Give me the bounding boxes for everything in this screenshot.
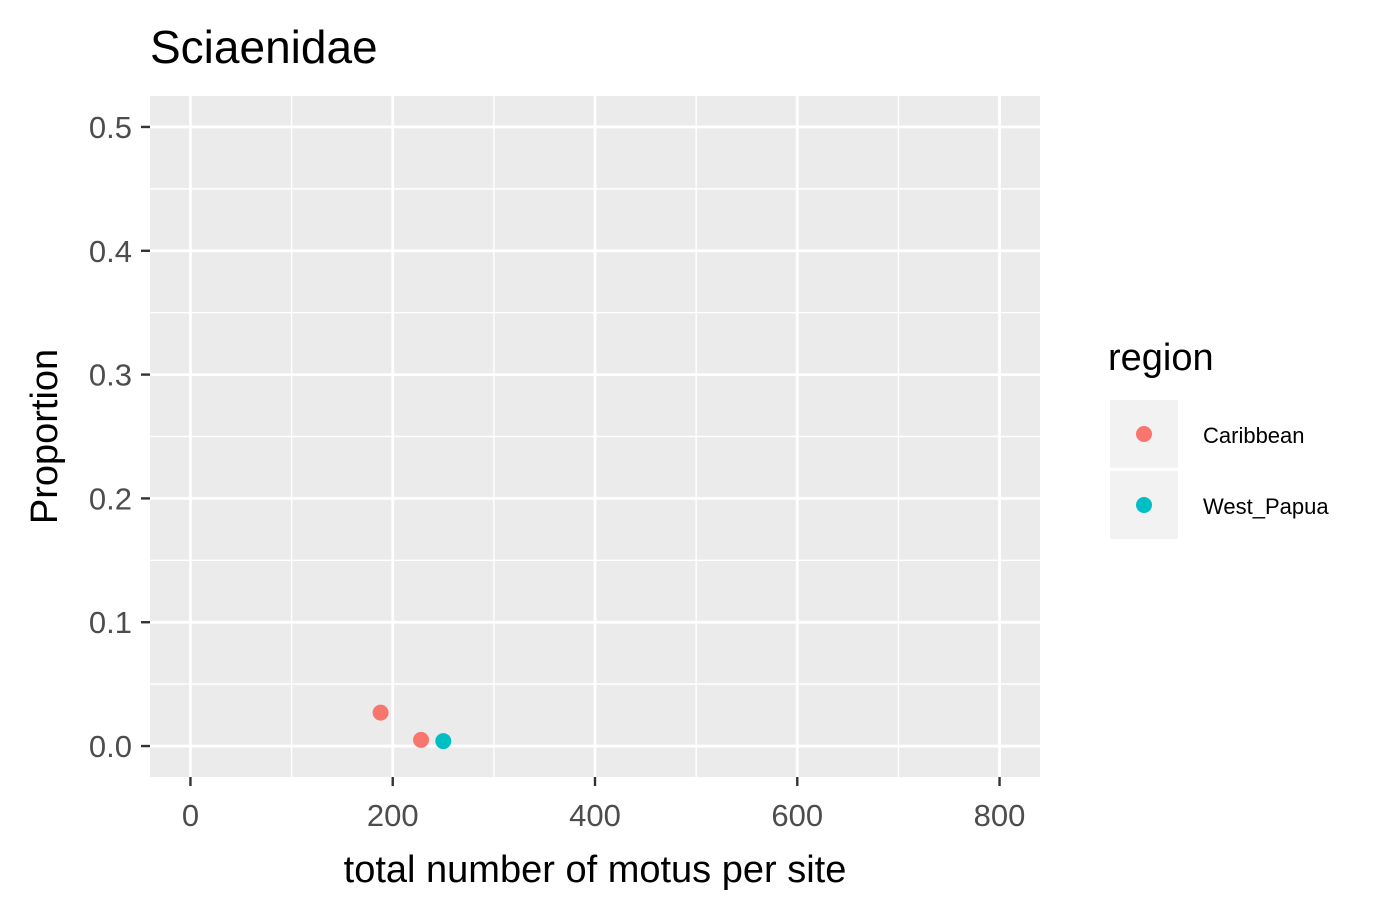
data-point <box>413 731 430 748</box>
legend-label: West_Papua <box>1203 494 1329 519</box>
x-tick-label: 600 <box>771 798 823 833</box>
y-tick-label: 0.4 <box>89 234 132 269</box>
y-axis-label: Proportion <box>24 349 66 524</box>
x-tick-label: 800 <box>974 798 1026 833</box>
legend-marker <box>1136 497 1152 513</box>
x-tick-label: 200 <box>367 798 419 833</box>
legend-label: Caribbean <box>1203 423 1305 448</box>
y-tick-label: 0.2 <box>89 481 132 516</box>
x-axis: 0 200 400 600 800 <box>182 777 1026 833</box>
data-point <box>372 704 389 721</box>
y-tick-label: 0.0 <box>89 729 132 764</box>
y-tick-label: 0.5 <box>89 110 132 145</box>
legend-items: Caribbean West_Papua <box>1110 400 1329 539</box>
grid-major <box>150 96 1040 777</box>
legend: region Caribbean West_Papua <box>1108 337 1329 539</box>
x-axis-label: total number of motus per site <box>344 849 847 891</box>
y-tick-label: 0.3 <box>89 358 132 393</box>
data-points <box>372 704 452 750</box>
x-tick-label: 400 <box>569 798 621 833</box>
data-point <box>435 733 452 750</box>
chart-title: Sciaenidae <box>150 21 378 73</box>
y-tick-label: 0.1 <box>89 605 132 640</box>
legend-marker <box>1136 426 1152 442</box>
legend-title: region <box>1108 337 1214 379</box>
y-axis: 0.0 0.1 0.2 0.3 0.4 0.5 <box>89 110 150 764</box>
x-tick-label: 0 <box>182 798 199 833</box>
